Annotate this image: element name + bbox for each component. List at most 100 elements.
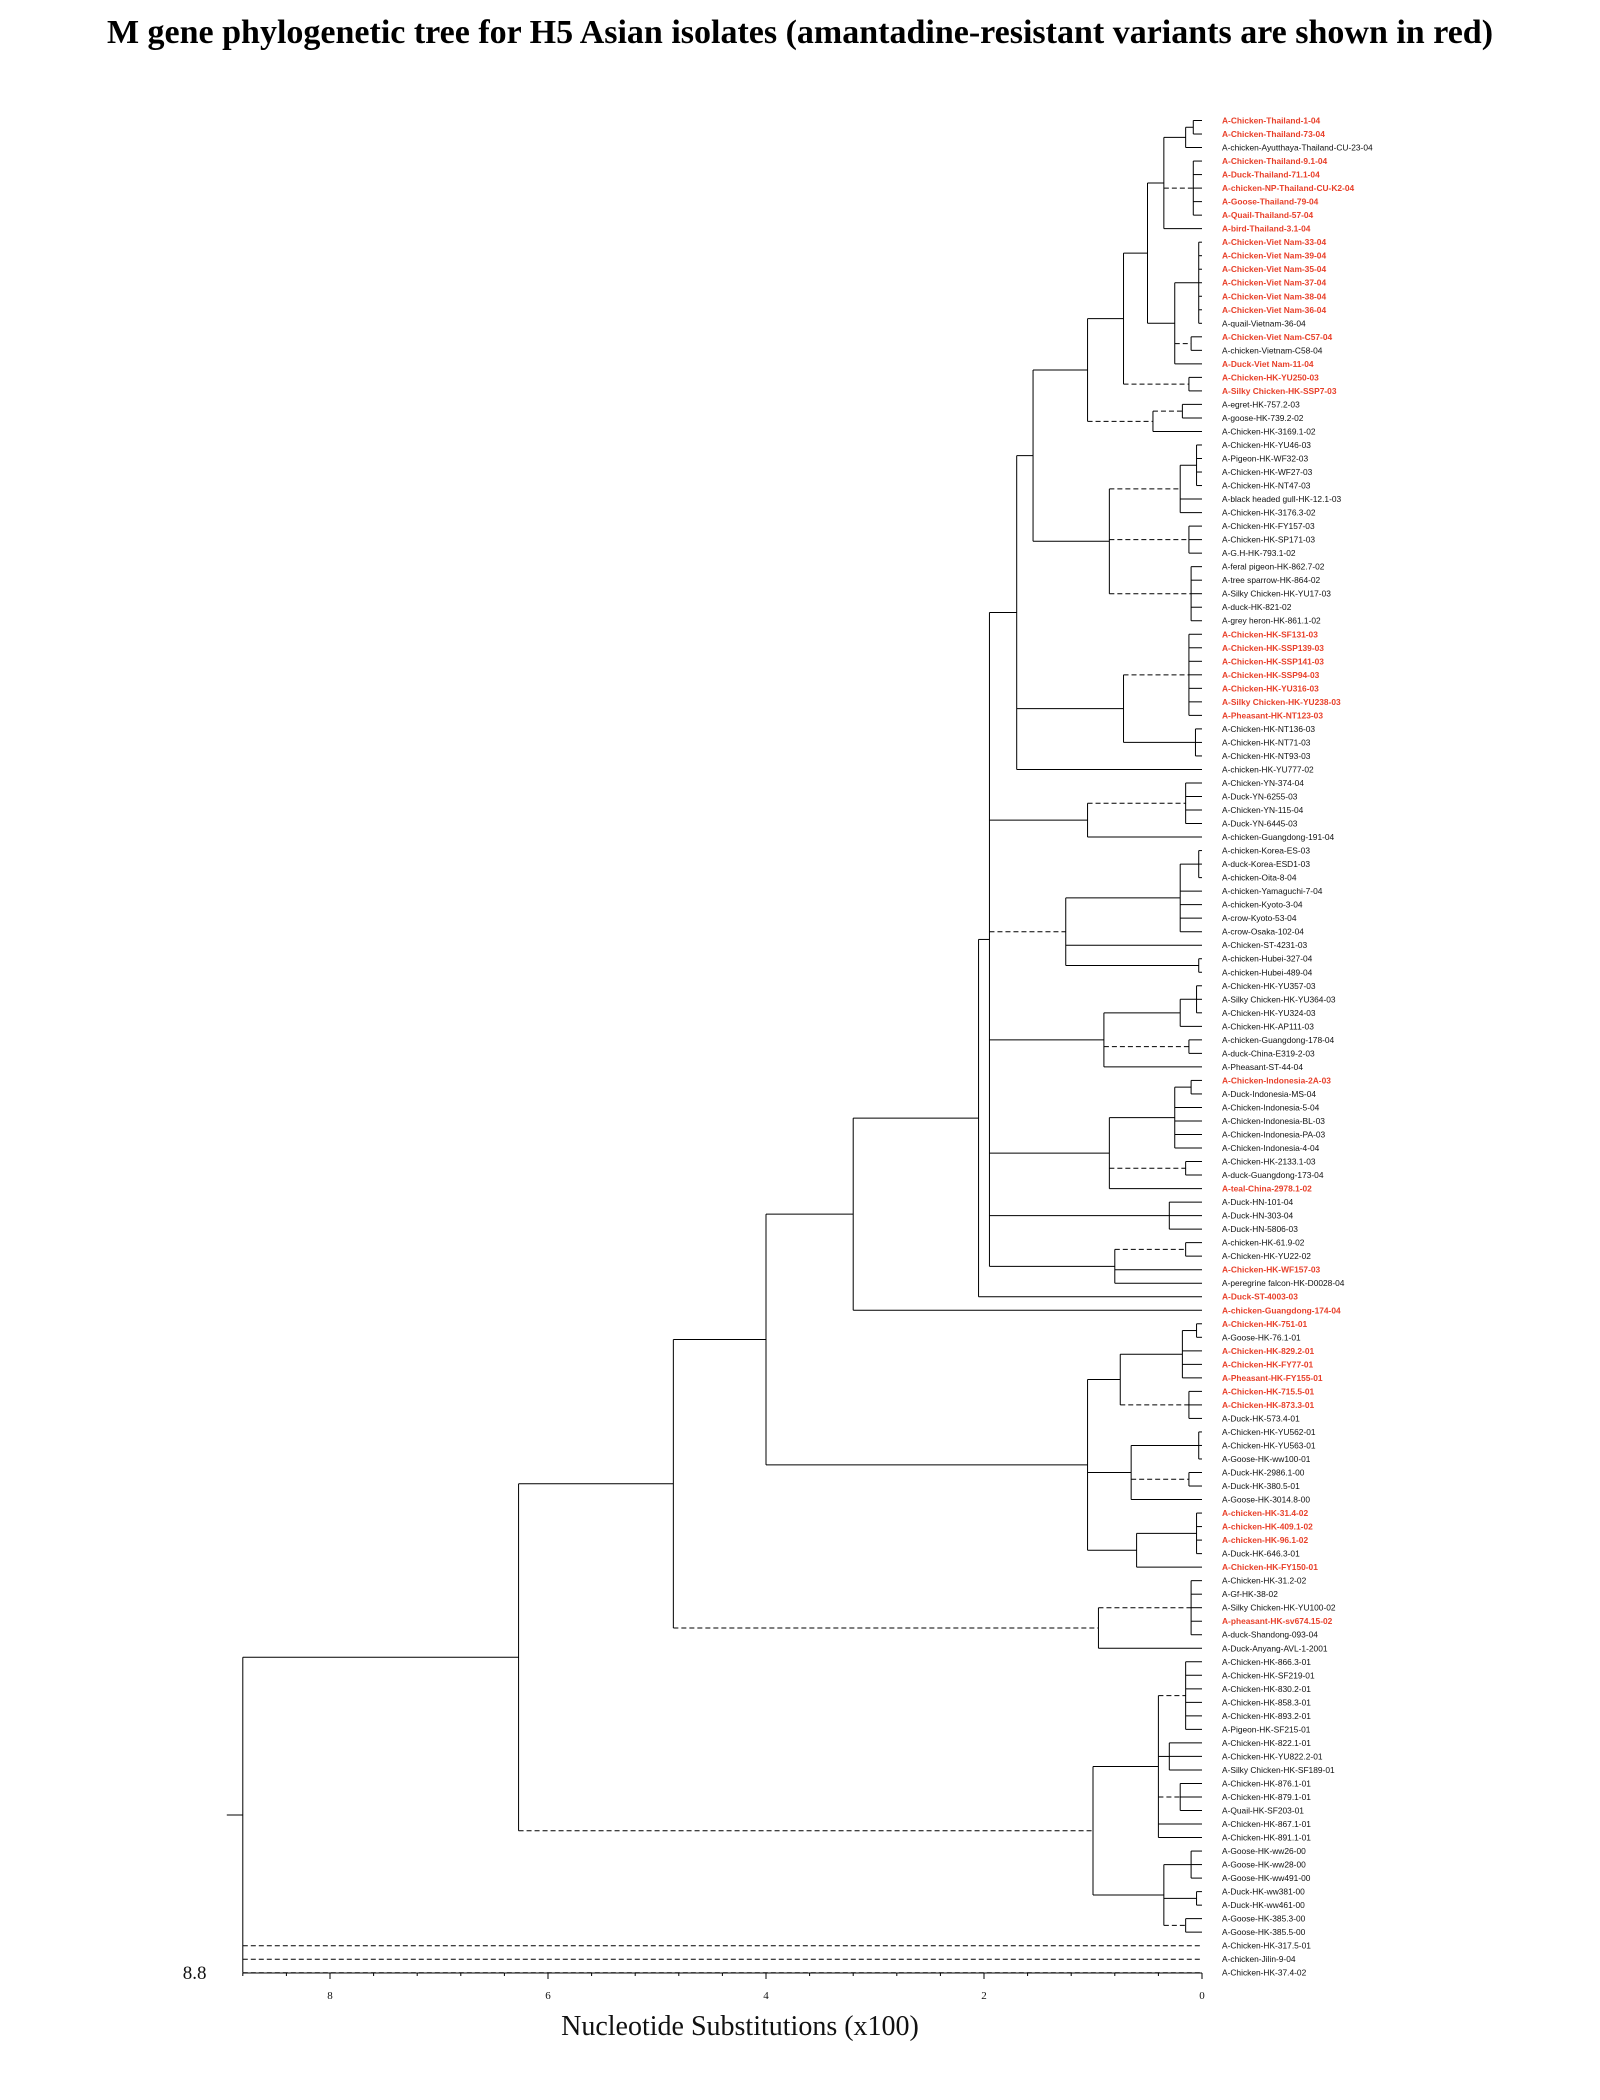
isolate-label: A-Duck-HK-2986.1-00: [1222, 1468, 1305, 1478]
isolate-label: A-Duck-HN-101-04: [1222, 1197, 1294, 1207]
isolate-label: A-Chicken-Indonesia-4-04: [1222, 1143, 1320, 1153]
isolate-label: A-Silky Chicken-HK-YU364-03: [1222, 994, 1336, 1004]
isolate-label: A-Goose-HK-385.3-00: [1222, 1914, 1306, 1924]
isolate-label: A-Chicken-YN-115-04: [1222, 805, 1304, 815]
isolate-label: A-goose-HK-739.2-02: [1222, 413, 1304, 423]
resistant-isolate-label: A-Chicken-HK-SSP94-03: [1222, 670, 1320, 680]
tick-label: 6: [545, 1990, 551, 2002]
resistant-isolate-label: A-Silky Chicken-HK-YU238-03: [1222, 697, 1341, 707]
resistant-isolate-label: A-Goose-Thailand-79-04: [1222, 197, 1319, 207]
isolate-label: A-Chicken-HK-866.3-01: [1222, 1657, 1311, 1667]
isolate-label: A-Chicken-HK-SF219-01: [1222, 1670, 1315, 1680]
resistant-isolate-label: A-Chicken-Viet Nam-33-04: [1222, 237, 1326, 247]
resistant-isolate-label: A-chicken-HK-96.1-02: [1222, 1535, 1308, 1545]
resistant-isolate-label: A-teal-China-2978.1-02: [1222, 1184, 1312, 1194]
resistant-isolate-label: A-Duck-ST-4003-03: [1222, 1292, 1298, 1302]
isolate-label: A-Chicken-HK-879.1-01: [1222, 1792, 1311, 1802]
isolate-label: A-chicken-Ayutthaya-Thailand-CU-23-04: [1222, 143, 1373, 153]
page-title: M gene phylogenetic tree for H5 Asian is…: [106, 14, 1494, 51]
isolate-label: A-Chicken-ST-4231-03: [1222, 940, 1308, 950]
resistant-isolate-label: A-Chicken-Thailand-1-04: [1222, 116, 1321, 126]
isolate-label: A-chicken-Hubei-489-04: [1222, 967, 1313, 977]
resistant-isolate-label: A-Chicken-HK-873.3-01: [1222, 1400, 1314, 1410]
substitution-axis: 8 6 4 2 0 8.8 Nucleotide Substitutions (x100…: [183, 1963, 1205, 2042]
isolate-label: A-Pigeon-HK-SF215-01: [1222, 1724, 1311, 1734]
isolate-label: A-Chicken-HK-891.1-01: [1222, 1833, 1311, 1843]
isolate-label: A-quail-Vietnam-36-04: [1222, 318, 1306, 328]
resistant-isolate-label: A-Chicken-Thailand-9.1-04: [1222, 156, 1328, 166]
isolate-label: A-Pigeon-HK-WF32-03: [1222, 454, 1308, 464]
isolate-label: A-Chicken-HK-FY157-03: [1222, 521, 1315, 531]
isolate-label: A-chicken-Guangdong-191-04: [1222, 832, 1335, 842]
tick-label: 4: [763, 1990, 769, 2002]
isolate-label: A-Duck-HN-5806-03: [1222, 1224, 1298, 1234]
isolate-label: A-Goose-HK-ww491-00: [1222, 1873, 1311, 1883]
isolate-label: A-Chicken-HK-317.5-01: [1222, 1941, 1311, 1951]
isolate-label: A-Chicken-HK-YU822.2-01: [1222, 1751, 1323, 1761]
isolate-label: A-Chicken-HK-822.1-01: [1222, 1738, 1311, 1748]
resistant-isolate-label: A-Chicken-Thailand-73-04: [1222, 129, 1325, 139]
tick-label: 8: [327, 1990, 333, 2002]
isolate-label: A-Chicken-HK-3169.1-02: [1222, 426, 1316, 436]
resistant-isolate-label: A-chicken-HK-409.1-02: [1222, 1522, 1313, 1532]
resistant-isolate-label: A-Quail-Thailand-57-04: [1222, 210, 1314, 220]
isolate-label: A-G.H-HK-793.1-02: [1222, 548, 1296, 558]
resistant-isolate-label: A-Chicken-Viet Nam-37-04: [1222, 278, 1326, 288]
resistant-isolate-label: A-Chicken-HK-FY150-01: [1222, 1562, 1318, 1572]
resistant-isolate-label: A-Pheasant-HK-NT123-03: [1222, 710, 1323, 720]
isolate-label: A-duck-Korea-ESD1-03: [1222, 859, 1310, 869]
isolate-label: A-peregrine falcon-HK-D0028-04: [1222, 1278, 1345, 1288]
isolate-label: A-chicken-Guangdong-178-04: [1222, 1035, 1335, 1045]
isolate-label: A-duck-Shandong-093-04: [1222, 1630, 1318, 1640]
resistant-isolate-label: A-Chicken-Viet Nam-C57-04: [1222, 332, 1332, 342]
resistant-isolate-label: A-Duck-Thailand-71.1-04: [1222, 170, 1320, 180]
resistant-isolate-label: A-chicken-NP-Thailand-CU-K2-04: [1222, 183, 1354, 193]
resistant-isolate-label: A-Chicken-Viet Nam-35-04: [1222, 264, 1326, 274]
isolate-label: A-Chicken-HK-2133.1-03: [1222, 1157, 1316, 1167]
resistant-isolate-label: A-Chicken-HK-715.5-01: [1222, 1386, 1314, 1396]
isolate-label: A-Chicken-HK-858.3-01: [1222, 1697, 1311, 1707]
isolate-label: A-Duck-YN-6255-03: [1222, 792, 1298, 802]
isolate-label: A-Goose-HK-ww100-01: [1222, 1454, 1311, 1464]
resistant-isolate-label: A-Chicken-HK-SSP141-03: [1222, 656, 1324, 666]
isolate-label: A-Chicken-HK-NT136-03: [1222, 724, 1315, 734]
isolate-label: A-crow-Osaka-102-04: [1222, 927, 1304, 937]
resistant-isolate-label: A-pheasant-HK-sv674.15-02: [1222, 1616, 1333, 1626]
resistant-isolate-label: A-Chicken-HK-FY77-01: [1222, 1359, 1314, 1369]
isolate-label: A-Silky Chicken-HK-SF189-01: [1222, 1765, 1335, 1775]
isolate-label: A-Goose-HK-76.1-01: [1222, 1332, 1301, 1342]
resistant-isolate-label: A-Pheasant-HK-FY155-01: [1222, 1373, 1323, 1383]
isolate-label: A-Chicken-HK-NT47-03: [1222, 481, 1311, 491]
isolate-label: A-Chicken-HK-AP111-03: [1222, 1021, 1314, 1031]
resistant-isolate-label: A-Chicken-HK-YU316-03: [1222, 683, 1319, 693]
leaf-labels: A-Chicken-Thailand-1-04 A-Chicken-Thailan…: [1222, 116, 1373, 1978]
resistant-isolate-label: A-Chicken-HK-YU250-03: [1222, 372, 1319, 382]
resistant-isolate-label: A-Chicken-Viet Nam-36-04: [1222, 305, 1326, 315]
isolate-label: A-Duck-HN-303-04: [1222, 1211, 1294, 1221]
isolate-label: A-chicken-HK-61.9-02: [1222, 1238, 1305, 1248]
resistant-isolate-label: A-Chicken-HK-751-01: [1222, 1319, 1308, 1329]
isolate-label: A-feral pigeon-HK-862.7-02: [1222, 562, 1325, 572]
isolate-label: A-chicken-Korea-ES-03: [1222, 846, 1310, 856]
tick-label: 0: [1199, 1990, 1205, 2002]
resistant-isolate-label: A-bird-Thailand-3.1-04: [1222, 224, 1311, 234]
resistant-isolate-label: A-chicken-Guangdong-174-04: [1222, 1305, 1341, 1315]
isolate-label: A-Silky Chicken-HK-YU17-03: [1222, 589, 1331, 599]
isolate-label: A-Chicken-HK-3176.3-02: [1222, 508, 1316, 518]
isolate-label: A-chicken-Oita-8-04: [1222, 873, 1297, 883]
isolate-label: A-duck-China-E319-2-03: [1222, 1048, 1315, 1058]
isolate-label: A-Duck-HK-ww461-00: [1222, 1900, 1305, 1910]
isolate-label: A-Silky Chicken-HK-YU100-02: [1222, 1603, 1336, 1613]
isolate-label: A-Goose-HK-3014.8-00: [1222, 1495, 1310, 1505]
isolate-label: A-Chicken-HK-876.1-01: [1222, 1778, 1311, 1788]
resistant-isolate-label: A-Chicken-Indonesia-2A-03: [1222, 1075, 1331, 1085]
resistant-isolate-label: A-Chicken-HK-WF157-03: [1222, 1265, 1321, 1275]
root-distance-label: 8.8: [183, 1963, 207, 1984]
resistant-isolate-label: A-Chicken-HK-SF131-03: [1222, 629, 1318, 639]
isolate-label: A-Chicken-HK-YU357-03: [1222, 981, 1316, 991]
isolate-label: A-Chicken-Indonesia-5-04: [1222, 1102, 1320, 1112]
isolate-label: A-duck-HK-821-02: [1222, 602, 1292, 612]
isolate-label: A-Quail-HK-SF203-01: [1222, 1806, 1304, 1816]
isolate-label: A-Chicken-HK-893.2-01: [1222, 1711, 1311, 1721]
